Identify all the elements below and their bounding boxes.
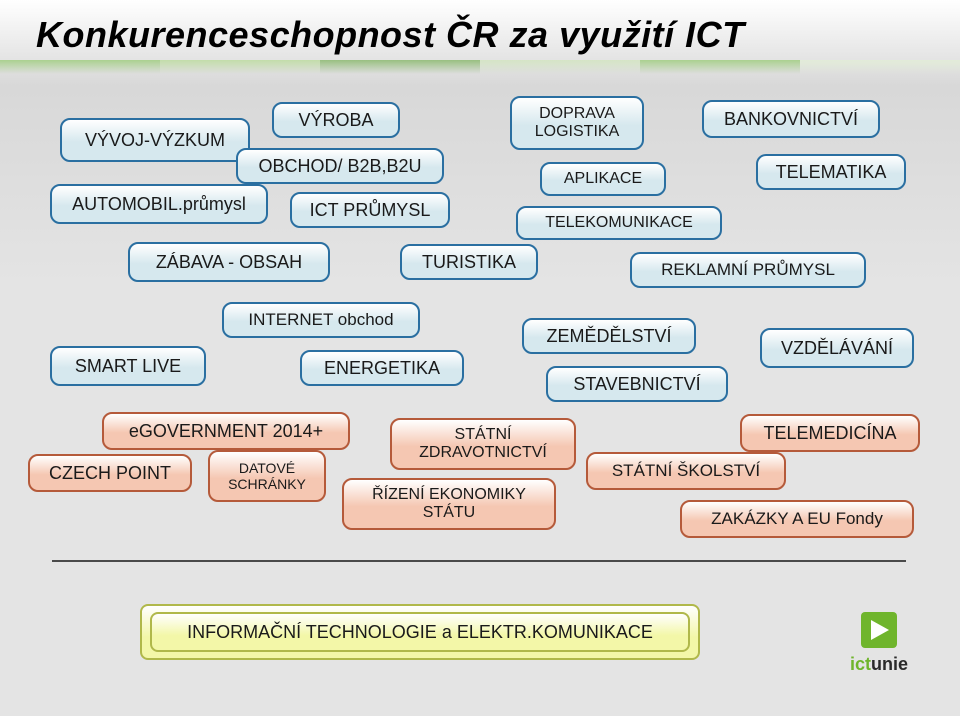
box-label: SMART LIVE [75, 356, 181, 377]
header-accent-segment [320, 60, 480, 74]
box-statni-zdrav: STÁTNÍ ZDRAVOTNICTVÍ [390, 418, 576, 470]
box-label: DATOVÉ SCHRÁNKY [228, 460, 306, 492]
box-label: REKLAMNÍ PRŮMYSL [661, 260, 835, 280]
box-reklamni-prumysl: REKLAMNÍ PRŮMYSL [630, 252, 866, 288]
box-label: INTERNET obchod [248, 310, 393, 330]
slide-title: Konkurenceschopnost ČR za využití ICT [36, 14, 745, 56]
box-label: ZÁBAVA - OBSAH [156, 252, 302, 273]
box-vyroba: VÝROBA [272, 102, 400, 138]
divider-line [52, 560, 906, 562]
box-stavebnictvi: STAVEBNICTVÍ [546, 366, 728, 402]
box-label: ICT PRŮMYSL [310, 200, 431, 221]
box-label: ZEMĚDĚLSTVÍ [546, 326, 671, 347]
box-automobil-prumysl: AUTOMOBIL.průmysl [50, 184, 268, 224]
box-telematika: TELEMATIKA [756, 154, 906, 190]
box-label: TELEMEDICÍNA [763, 423, 896, 444]
box-czech-point: CZECH POINT [28, 454, 192, 492]
slide-stage: Konkurenceschopnost ČR za využití ICT VÝV… [0, 0, 960, 716]
box-label: TELEMATIKA [776, 162, 887, 183]
box-internet-obchod: INTERNET obchod [222, 302, 420, 338]
footer-label: INFORMAČNÍ TECHNOLOGIE a ELEKTR.KOMUNIKA… [187, 622, 653, 643]
box-zemedelstvi: ZEMĚDĚLSTVÍ [522, 318, 696, 354]
footer-inner: INFORMAČNÍ TECHNOLOGIE a ELEKTR.KOMUNIKA… [150, 612, 690, 652]
box-label: VÝROBA [298, 110, 373, 131]
header-accent-segment [160, 60, 320, 74]
box-rizeni-ekonomiky: ŘÍZENÍ EKONOMIKY STÁTU [342, 478, 556, 530]
box-label: TELEKOMUNIKACE [545, 214, 693, 232]
box-vzdelavani: VZDĚLÁVÁNÍ [760, 328, 914, 368]
box-label: VZDĚLÁVÁNÍ [781, 338, 893, 359]
box-zabava-obsah: ZÁBAVA - OBSAH [128, 242, 330, 282]
box-label: BANKOVNICTVÍ [724, 109, 858, 130]
box-label: STÁTNÍ ŠKOLSTVÍ [612, 461, 760, 481]
box-statni-skolstvi: STÁTNÍ ŠKOLSTVÍ [586, 452, 786, 490]
box-bankovnictvi: BANKOVNICTVÍ [702, 100, 880, 138]
box-label: ENERGETIKA [324, 358, 440, 379]
box-aplikace: APLIKACE [540, 162, 666, 196]
ictunie-logo: ictunie [824, 608, 934, 678]
box-telekomunikace: TELEKOMUNIKACE [516, 206, 722, 240]
box-vyvoj-vyzkum: VÝVOJ-VÝZKUM [60, 118, 250, 162]
box-label: eGOVERNMENT 2014+ [129, 421, 323, 442]
box-zakazky-eu: ZAKÁZKY A EU Fondy [680, 500, 914, 538]
box-doprava-logistika: DOPRAVA LOGISTIKA [510, 96, 644, 150]
box-label: APLIKACE [564, 170, 642, 188]
header-accent-segment [640, 60, 800, 74]
header-accent-segment [800, 60, 960, 74]
box-egovernment: eGOVERNMENT 2014+ [102, 412, 350, 450]
box-label: TURISTIKA [422, 252, 516, 273]
box-obchod-b2b: OBCHOD/ B2B,B2U [236, 148, 444, 184]
box-label: STÁTNÍ ZDRAVOTNICTVÍ [419, 426, 547, 463]
box-label: ŘÍZENÍ EKONOMIKY STÁTU [372, 486, 526, 523]
box-telemedicina: TELEMEDICÍNA [740, 414, 920, 452]
box-label: VÝVOJ-VÝZKUM [85, 130, 225, 151]
box-turistika: TURISTIKA [400, 244, 538, 280]
box-datove-schranky: DATOVÉ SCHRÁNKY [208, 450, 326, 502]
header-accent-segment [0, 60, 160, 74]
box-label: CZECH POINT [49, 463, 171, 484]
box-smart-live: SMART LIVE [50, 346, 206, 386]
box-energetika: ENERGETIKA [300, 350, 464, 386]
logo-text: ictunie [824, 654, 934, 675]
box-label: STAVEBNICTVÍ [573, 374, 700, 395]
box-label: ZAKÁZKY A EU Fondy [711, 509, 883, 529]
logo-mark-icon [857, 608, 901, 652]
header-accent-segment [480, 60, 640, 74]
box-label: DOPRAVA LOGISTIKA [535, 105, 619, 142]
box-label: OBCHOD/ B2B,B2U [258, 156, 421, 177]
box-label: AUTOMOBIL.průmysl [72, 194, 246, 215]
box-ict-prumysl: ICT PRŮMYSL [290, 192, 450, 228]
